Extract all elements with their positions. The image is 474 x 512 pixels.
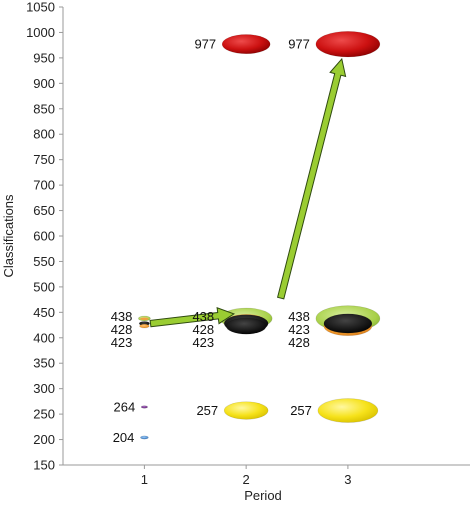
y-tick-label: 350 bbox=[33, 356, 55, 371]
data-label: 438 bbox=[192, 309, 214, 324]
data-label: 428 bbox=[111, 322, 133, 337]
bubble-inner bbox=[140, 317, 149, 321]
data-label: 257 bbox=[290, 403, 312, 418]
y-axis-ticks: 150 200 250 300 350 400 450 500 550 600 650 700 750 8… bbox=[26, 0, 63, 473]
data-label: 438 bbox=[111, 309, 133, 324]
y-tick-label: 750 bbox=[33, 152, 55, 167]
trend-arrow bbox=[149, 307, 236, 328]
y-tick-label: 650 bbox=[33, 203, 55, 218]
x-axis-ticks: 1 2 3 bbox=[141, 465, 352, 487]
data-label: 423 bbox=[192, 335, 214, 350]
trend-arrows bbox=[149, 57, 347, 328]
bubble-series bbox=[138, 31, 381, 440]
data-label: 423 bbox=[111, 335, 133, 350]
x-tick-label: 1 bbox=[141, 472, 148, 487]
data-label: 264 bbox=[113, 399, 135, 414]
y-tick-label: 700 bbox=[33, 178, 55, 193]
data-label: 438 bbox=[288, 309, 310, 324]
bubble bbox=[140, 435, 149, 440]
data-label: 257 bbox=[196, 403, 218, 418]
y-tick-label: 150 bbox=[33, 458, 55, 473]
x-tick-label: 3 bbox=[344, 472, 351, 487]
y-tick-label: 800 bbox=[33, 127, 55, 142]
bubble bbox=[323, 313, 373, 334]
bubble bbox=[221, 34, 271, 55]
y-tick-label: 850 bbox=[33, 101, 55, 116]
data-label: 204 bbox=[113, 430, 135, 445]
y-tick-label: 300 bbox=[33, 381, 55, 396]
y-tick-label: 600 bbox=[33, 229, 55, 244]
x-tick-label: 2 bbox=[243, 472, 250, 487]
y-tick-label: 900 bbox=[33, 76, 55, 91]
data-label: 428 bbox=[288, 335, 310, 350]
data-label: 977 bbox=[288, 37, 310, 52]
bubble bbox=[140, 405, 148, 409]
x-axis-title: Period bbox=[244, 488, 282, 503]
bubble bbox=[223, 401, 269, 420]
y-tick-label: 450 bbox=[33, 305, 55, 320]
trend-arrow bbox=[276, 57, 347, 300]
data-label: 423 bbox=[288, 322, 310, 337]
y-tick-label: 1000 bbox=[26, 25, 55, 40]
y-tick-label: 950 bbox=[33, 50, 55, 65]
y-tick-label: 250 bbox=[33, 407, 55, 422]
data-label: 428 bbox=[192, 322, 214, 337]
bubble bbox=[315, 31, 381, 58]
y-tick-label: 1050 bbox=[26, 0, 55, 15]
bubble bbox=[139, 323, 150, 329]
y-axis-title: Classifications bbox=[1, 194, 16, 278]
y-tick-label: 550 bbox=[33, 254, 55, 269]
data-label: 977 bbox=[194, 37, 216, 52]
y-tick-label: 400 bbox=[33, 330, 55, 345]
bubble bbox=[317, 398, 379, 423]
y-tick-label: 200 bbox=[33, 432, 55, 447]
bubble bbox=[225, 317, 267, 335]
y-tick-label: 500 bbox=[33, 279, 55, 294]
data-labels: 2642044384284239772574384284239772574384… bbox=[111, 37, 312, 445]
